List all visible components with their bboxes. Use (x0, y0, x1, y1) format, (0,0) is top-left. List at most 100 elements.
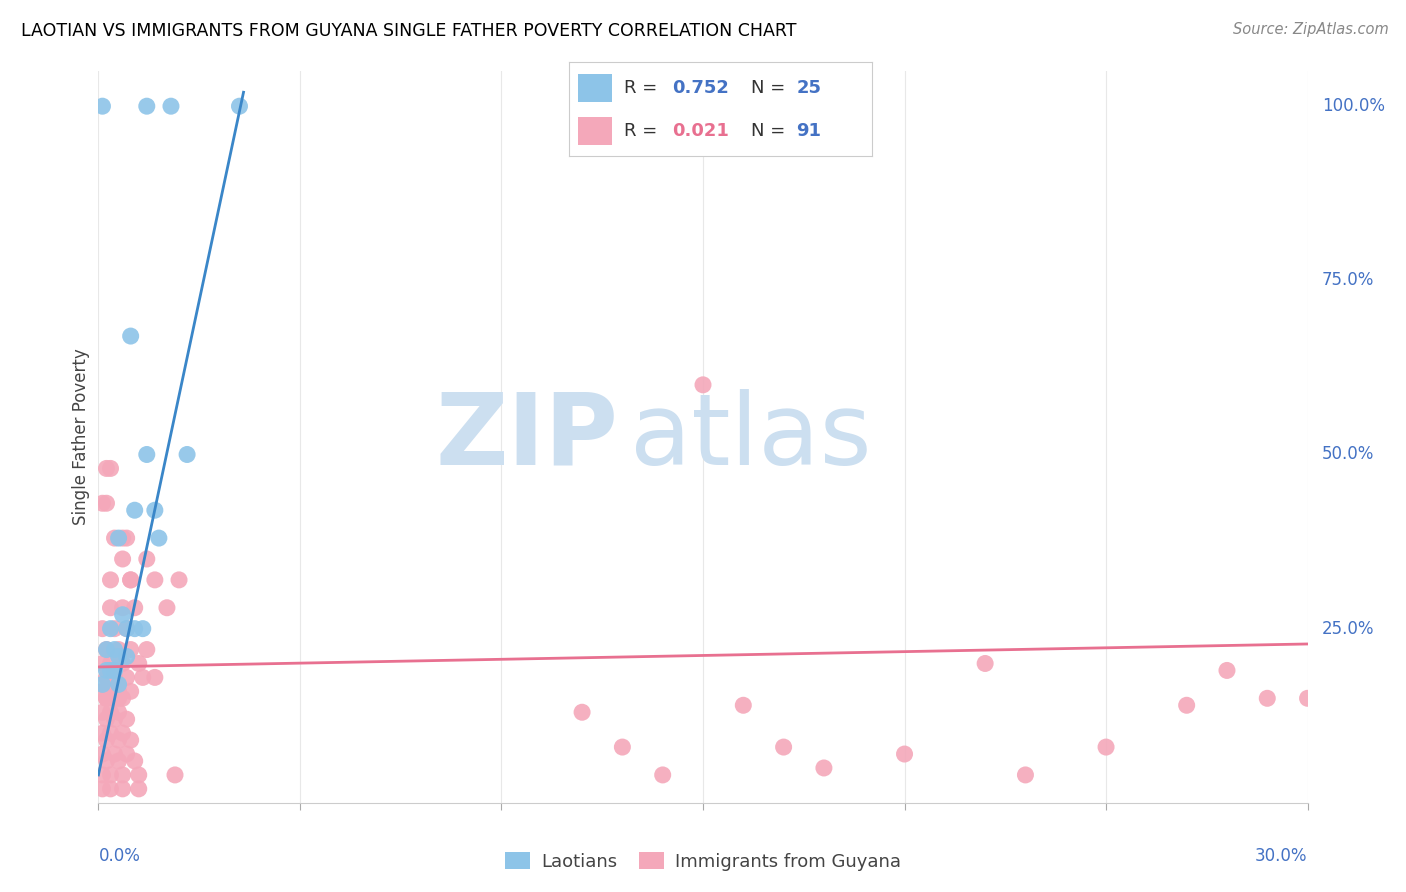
Point (128, 781, 150, 796)
Point (120, 573, 142, 587)
Point (120, 573, 142, 587)
Point (132, 622, 155, 636)
Point (1216, 664, 1239, 678)
Point (1095, 740, 1118, 755)
Text: 100.0%: 100.0% (1322, 97, 1385, 115)
Point (1256, 691, 1278, 706)
Point (167, 573, 190, 587)
Point (91, 657, 114, 671)
Point (893, 747, 915, 761)
Point (120, 684, 142, 698)
Point (100, 622, 122, 636)
Point (111, 657, 134, 671)
Point (692, 377, 714, 392)
Text: 25: 25 (796, 78, 821, 96)
Text: R =: R = (624, 78, 662, 96)
Point (1175, 698, 1198, 713)
Text: Source: ZipAtlas.com: Source: ZipAtlas.com (1233, 22, 1389, 37)
Point (91, 768, 114, 782)
Point (124, 600, 146, 615)
Text: 25.0%: 25.0% (1322, 620, 1375, 638)
FancyBboxPatch shape (578, 117, 612, 145)
Point (135, 99, 157, 113)
Point (111, 552, 134, 566)
Point (96, 691, 118, 706)
Point (100, 705, 122, 719)
Point (96, 670, 118, 684)
Point (163, 768, 186, 782)
Point (91, 99, 114, 113)
Point (107, 691, 129, 706)
Point (107, 642, 129, 657)
Point (135, 552, 157, 566)
Point (120, 733, 142, 747)
Point (111, 781, 134, 796)
Point (107, 705, 129, 719)
Point (612, 740, 634, 755)
Point (111, 691, 134, 706)
Point (772, 740, 794, 755)
Point (103, 712, 125, 726)
Point (100, 664, 122, 678)
Point (96, 691, 118, 706)
Point (103, 691, 125, 706)
Point (128, 657, 150, 671)
Point (115, 531, 138, 545)
Point (1296, 691, 1319, 706)
Point (143, 670, 166, 684)
Point (96, 642, 118, 657)
Point (120, 642, 142, 657)
Point (100, 768, 122, 782)
Text: LAOTIAN VS IMMIGRANTS FROM GUYANA SINGLE FATHER POVERTY CORRELATION CHART: LAOTIAN VS IMMIGRANTS FROM GUYANA SINGLE… (21, 22, 797, 40)
Point (1014, 768, 1036, 782)
Point (96, 461, 118, 475)
Point (107, 649, 129, 664)
Point (91, 781, 114, 796)
Text: 0.0%: 0.0% (98, 847, 141, 864)
Point (128, 768, 150, 782)
Point (107, 733, 129, 747)
Point (91, 705, 114, 719)
Point (100, 684, 122, 698)
Text: 30.0%: 30.0% (1256, 847, 1308, 864)
Point (107, 684, 129, 698)
Point (813, 761, 835, 775)
Text: 91: 91 (796, 122, 821, 140)
Point (135, 448, 157, 462)
Point (107, 531, 129, 545)
Point (103, 664, 125, 678)
Point (100, 573, 122, 587)
Text: 0.752: 0.752 (672, 78, 730, 96)
Point (228, 99, 250, 113)
Text: 75.0%: 75.0% (1322, 271, 1375, 289)
Y-axis label: Single Father Poverty: Single Father Poverty (72, 349, 90, 525)
Point (115, 622, 138, 636)
Point (143, 503, 166, 517)
Point (115, 712, 138, 726)
Point (124, 503, 146, 517)
Point (100, 781, 122, 796)
Point (103, 670, 125, 684)
Point (111, 768, 134, 782)
Point (111, 531, 134, 545)
Point (103, 642, 125, 657)
Point (91, 622, 114, 636)
Text: 0.021: 0.021 (672, 122, 730, 140)
Text: atlas: atlas (630, 389, 872, 485)
Point (115, 622, 138, 636)
Point (91, 677, 114, 691)
Point (132, 670, 155, 684)
FancyBboxPatch shape (578, 74, 612, 102)
Point (103, 622, 125, 636)
Point (124, 754, 146, 768)
Point (100, 461, 122, 475)
Point (96, 496, 118, 510)
Point (107, 754, 129, 768)
Point (111, 726, 134, 740)
Text: N =: N = (751, 122, 790, 140)
Point (91, 496, 114, 510)
Point (100, 600, 122, 615)
Text: ZIP: ZIP (436, 389, 619, 485)
Point (115, 649, 138, 664)
Point (733, 698, 755, 713)
